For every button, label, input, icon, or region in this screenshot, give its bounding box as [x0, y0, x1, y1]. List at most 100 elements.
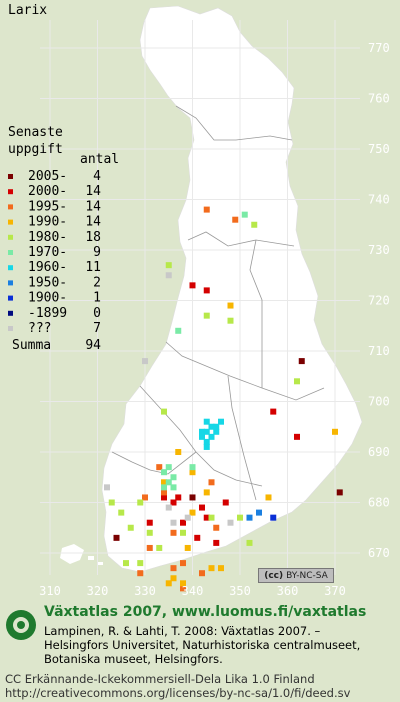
x-tick-label: 330: [134, 584, 156, 598]
occurrence-point: [165, 272, 172, 279]
finland-outline: [101, 5, 363, 573]
occurrence-point: [184, 514, 191, 521]
occurrence-point: [146, 529, 153, 536]
occurrence-point: [246, 539, 253, 546]
occurrence-point: [170, 565, 177, 572]
occurrence-point: [208, 565, 215, 572]
occurrence-point: [227, 519, 234, 526]
cc-icon: (cc): [264, 570, 284, 581]
y-tick-label: 730: [368, 243, 390, 257]
footer-title[interactable]: Växtatlas 2007, www.luomus.fi/vaxtatlas: [44, 604, 367, 620]
occurrence-point: [203, 489, 210, 496]
legend-label: 2005-: [28, 169, 67, 184]
occurrence-point: [203, 287, 210, 294]
occurrence-point: [203, 438, 210, 445]
citation-line-1: Lampinen, R. & Lahti, T. 2008: Växtatlas…: [44, 624, 321, 638]
y-tick-label: 740: [368, 193, 390, 207]
occurrence-point: [189, 282, 196, 289]
occurrence-point: [146, 519, 153, 526]
legend-label: 1990-: [28, 215, 67, 230]
legend-label: 1980-: [28, 230, 67, 245]
occurrence-point: [199, 504, 205, 511]
occurrence-point: [123, 560, 129, 567]
species-title: Larix: [8, 3, 47, 18]
occurrence-point: [199, 433, 205, 440]
province-border: [111, 451, 197, 475]
occurrence-point: [161, 479, 167, 486]
x-tick-label: 310: [39, 584, 61, 598]
occurrence-point: [137, 499, 144, 506]
legend-count: 2: [93, 275, 101, 290]
legend-count: 14: [85, 199, 101, 214]
legend: Senaste uppgift antal 2005- 4 2000- 14 1995-…: [8, 125, 119, 353]
occurrence-point: [146, 544, 153, 551]
province-border: [249, 239, 263, 388]
occurrence-point: [180, 580, 186, 587]
occurrence-point: [170, 575, 177, 582]
province-border: [227, 375, 257, 501]
legend-swatch: [8, 189, 13, 195]
legend-swatch: [8, 174, 13, 179]
occurrence-point: [199, 428, 205, 435]
occurrence-point: [270, 514, 277, 521]
vaxtatlas-logo-icon: [6, 610, 36, 640]
occurrence-point: [161, 484, 167, 491]
y-tick-label: 670: [368, 546, 390, 560]
occurrence-point: [161, 408, 167, 415]
occurrence-point: [203, 428, 210, 435]
occurrence-point: [218, 418, 224, 425]
occurrence-point: [175, 327, 182, 334]
occurrence-point: [108, 499, 115, 506]
occurrence-point: [180, 585, 186, 592]
legend-count: 7: [93, 321, 101, 336]
island: [98, 562, 103, 565]
legend-swatch: [8, 310, 13, 316]
x-tick-label: 320: [87, 584, 109, 598]
occurrence-point: [237, 514, 243, 521]
occurrence-point: [180, 560, 186, 567]
y-tick-label: 700: [368, 395, 390, 409]
license-line-1: CC Erkännande-Icke­kommersiell-Dela Lika…: [5, 672, 315, 686]
legend-swatch: [8, 234, 13, 240]
cc-license-badge[interactable]: (cc) BY-NC-SA: [258, 568, 334, 583]
y-tick-label: 750: [368, 142, 390, 156]
occurrence-point: [298, 358, 305, 365]
occurrence-point: [208, 479, 215, 486]
legend-swatch: [8, 280, 13, 286]
occurrence-point: [232, 216, 239, 223]
x-tick-label: 360: [277, 584, 299, 598]
legend-swatch: [8, 326, 13, 331]
legend-swatch: [8, 250, 13, 255]
province-border: [175, 105, 293, 141]
occurrence-point: [189, 469, 196, 476]
occurrence-point: [227, 302, 234, 309]
cc-badge-label: BY-NC-SA: [286, 570, 328, 581]
legend-count: 18: [85, 230, 101, 245]
x-axis-ticks: 310 320 330 340 350 360 370: [39, 584, 346, 598]
occurrence-point: [142, 494, 148, 501]
occurrence-point: [332, 428, 338, 435]
occurrence-point: [241, 211, 248, 218]
legend-label: 2000-: [28, 184, 67, 199]
occurrence-point: [251, 221, 258, 228]
occurrence-point: [180, 529, 186, 536]
occurrence-point: [180, 519, 186, 526]
island: [88, 556, 94, 560]
y-tick-label: 710: [368, 344, 390, 358]
legend-count: 0: [93, 306, 101, 321]
legend-title-line1: Senaste: [8, 125, 63, 140]
legend-count-header: antal: [80, 152, 119, 167]
occurrence-point: [104, 484, 110, 491]
legend-count: 11: [85, 260, 101, 275]
legend-total-count: 94: [85, 338, 101, 353]
legend-swatch: [8, 295, 13, 301]
license-url[interactable]: http://creativecommons.org/licenses/by-n…: [5, 686, 351, 700]
legend-label: 1960-: [28, 260, 67, 275]
legend-label: 1950-: [28, 275, 67, 290]
occurrence-point: [213, 428, 220, 435]
occurrence-point: [246, 514, 253, 521]
occurrence-point: [203, 312, 210, 319]
occurrence-point: [227, 317, 234, 324]
occurrence-point: [161, 489, 167, 496]
